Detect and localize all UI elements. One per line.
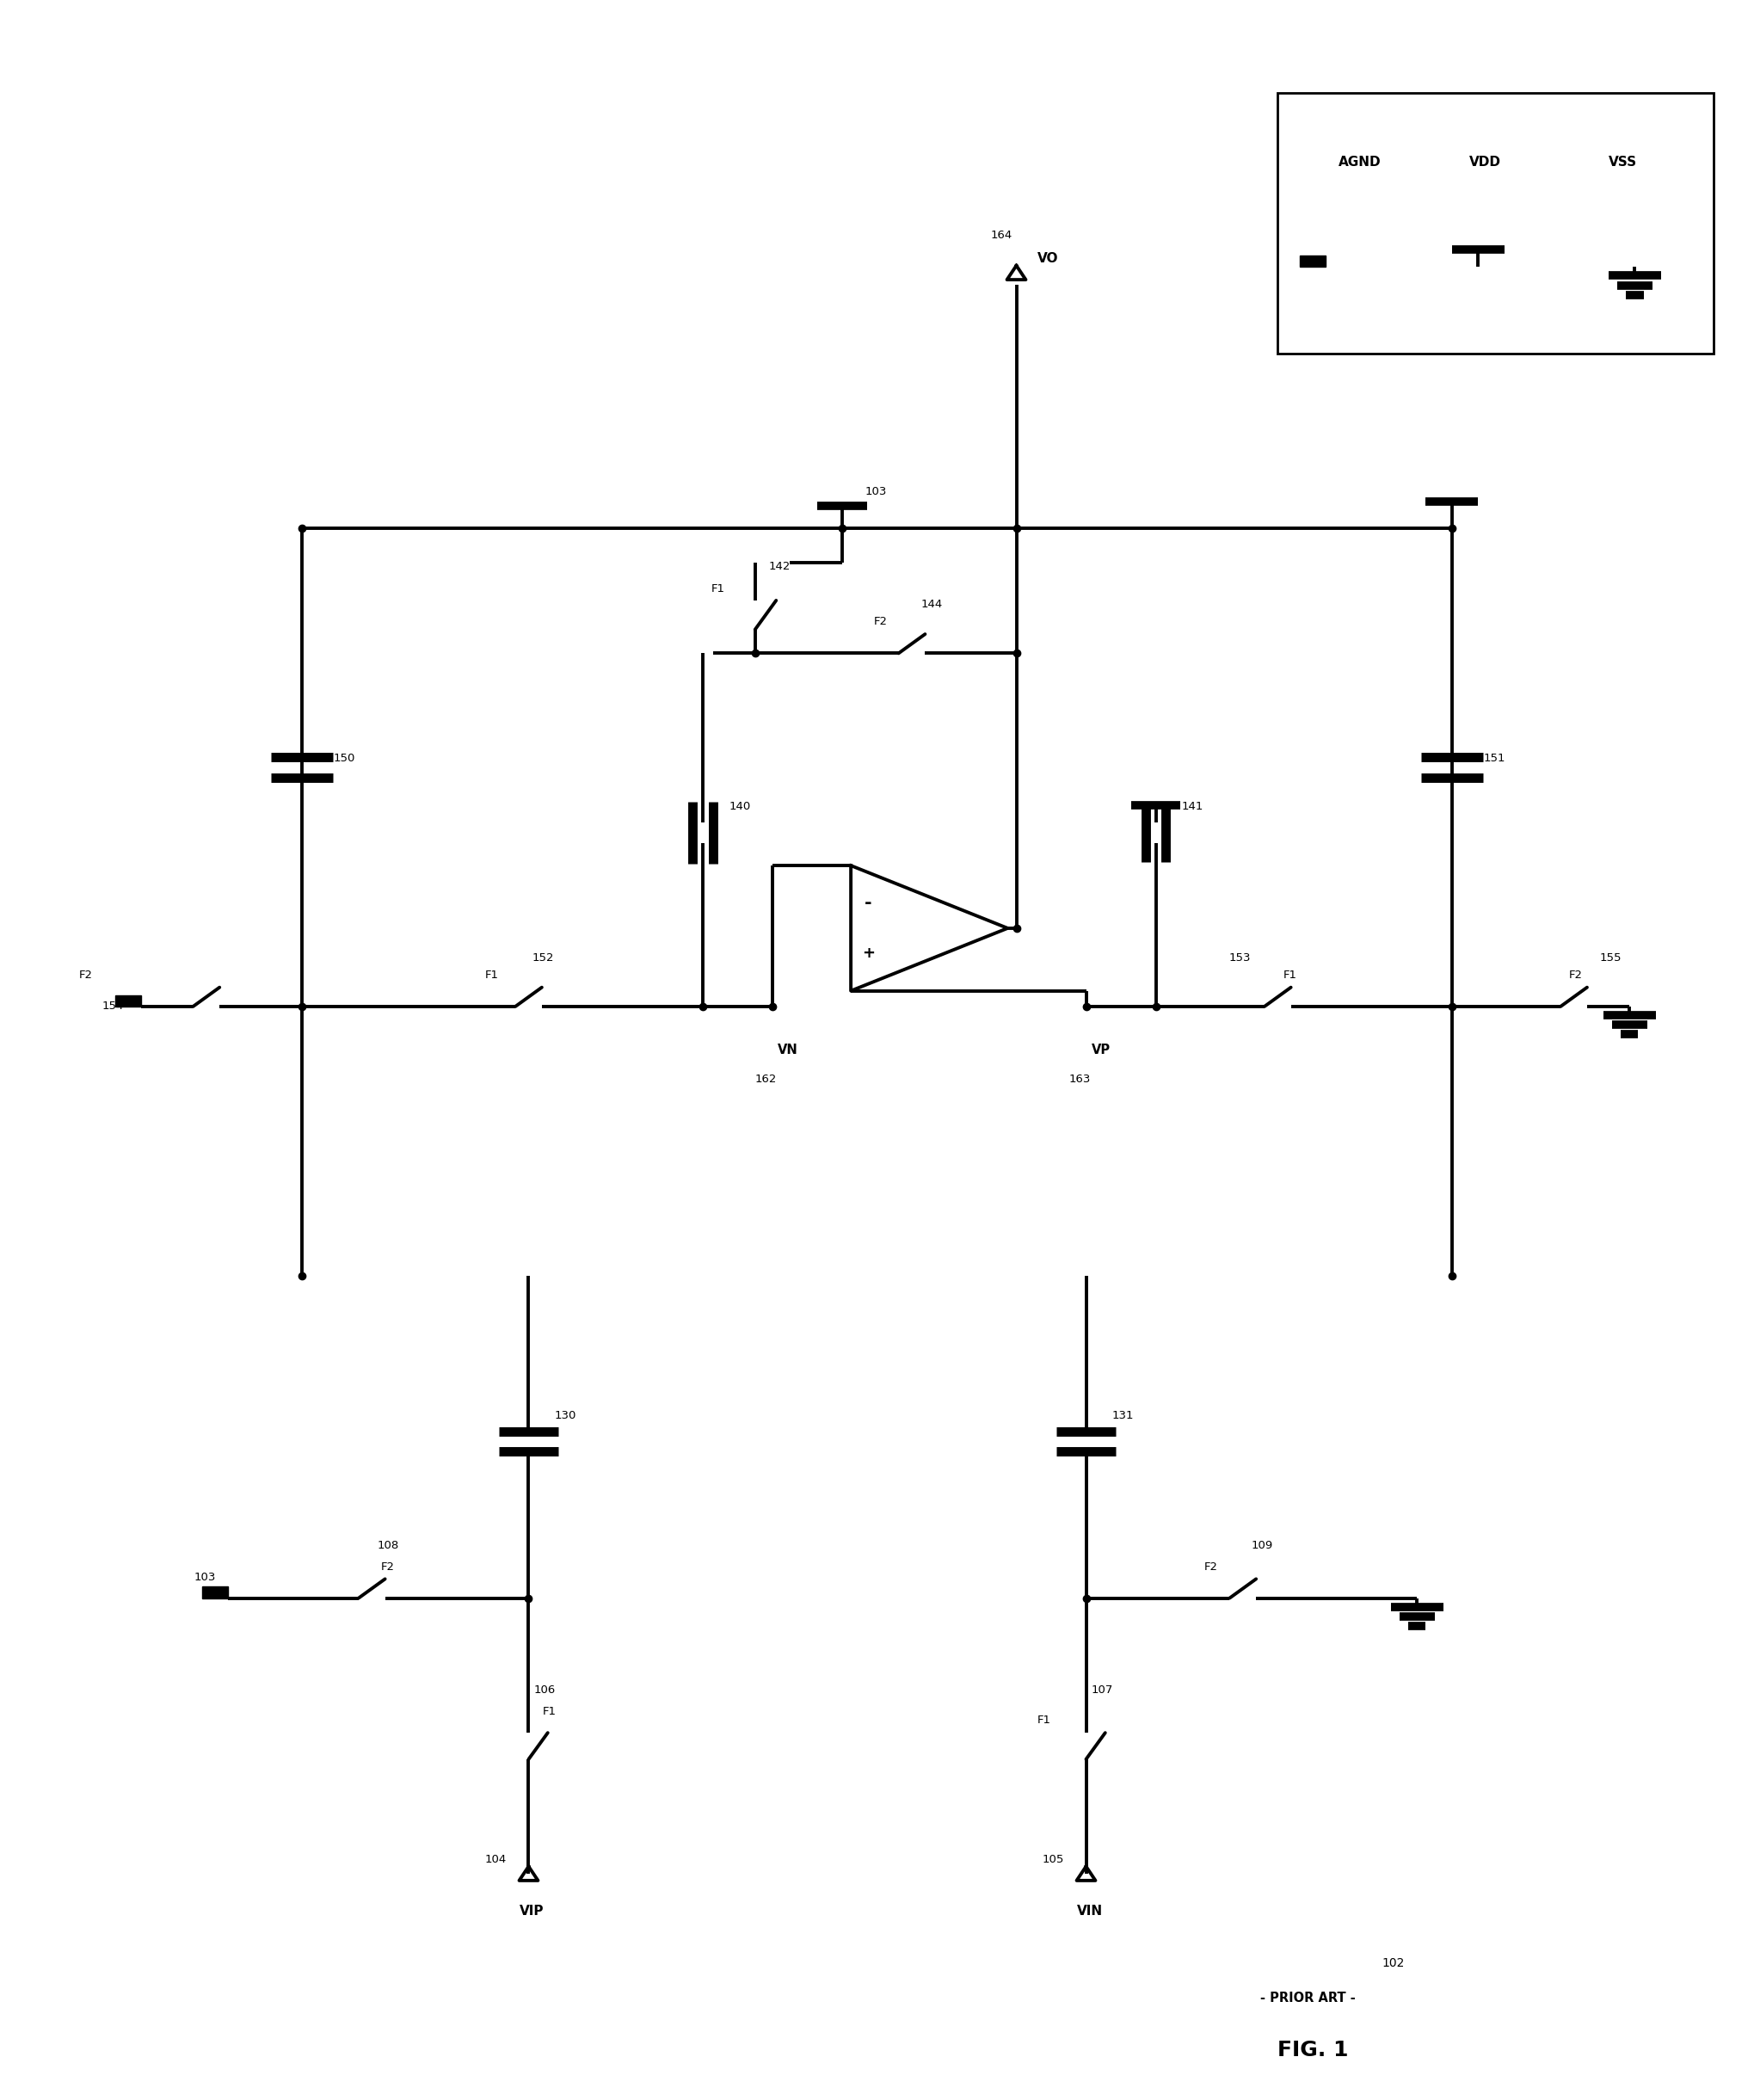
Text: 150: 150 — [333, 754, 356, 764]
Text: VN: VN — [777, 1044, 798, 1056]
Bar — [1300, 256, 1326, 267]
Text: VSS: VSS — [1608, 155, 1636, 168]
Text: VO: VO — [1037, 252, 1058, 265]
Bar — [114, 995, 140, 1006]
Text: 104: 104 — [486, 1854, 507, 1865]
Text: AGND: AGND — [1338, 155, 1382, 168]
Text: 162: 162 — [754, 1073, 777, 1086]
Text: F1: F1 — [542, 1705, 556, 1718]
Text: 152: 152 — [531, 951, 554, 964]
Text: VP: VP — [1091, 1044, 1110, 1056]
Text: 106: 106 — [533, 1684, 556, 1697]
Text: F2: F2 — [1205, 1560, 1219, 1573]
Text: -: - — [865, 895, 872, 911]
Text: 103: 103 — [195, 1571, 216, 1583]
Text: F1: F1 — [1282, 970, 1296, 981]
Text: 130: 130 — [554, 1409, 577, 1422]
Text: F2: F2 — [873, 617, 888, 628]
Text: 109: 109 — [1252, 1539, 1273, 1552]
Text: 105: 105 — [1042, 1854, 1065, 1865]
Text: F1: F1 — [712, 584, 724, 594]
Text: 163: 163 — [1068, 1073, 1091, 1086]
Bar — [1277, 92, 1714, 355]
Text: 107: 107 — [1091, 1684, 1114, 1697]
Text: 151: 151 — [1484, 754, 1505, 764]
Text: +: + — [861, 945, 875, 962]
Text: 144: 144 — [921, 598, 942, 611]
Text: F2: F2 — [1568, 970, 1582, 981]
Text: - PRIOR ART -: - PRIOR ART - — [1261, 1993, 1356, 2006]
Text: 154: 154 — [102, 1002, 123, 1012]
Text: FIG. 1: FIG. 1 — [1277, 2041, 1349, 2060]
Text: 164: 164 — [991, 231, 1012, 241]
Text: 140: 140 — [730, 800, 751, 813]
Text: VIN: VIN — [1077, 1905, 1103, 1917]
Text: F2: F2 — [79, 970, 93, 981]
Text: VIP: VIP — [519, 1905, 544, 1917]
Text: 131: 131 — [1112, 1409, 1135, 1422]
Text: 142: 142 — [768, 561, 791, 571]
Text: 102: 102 — [1382, 1957, 1405, 1970]
Text: F2: F2 — [381, 1560, 395, 1573]
Text: F1: F1 — [1037, 1714, 1051, 1726]
Text: 141: 141 — [1182, 800, 1203, 813]
Text: 153: 153 — [1230, 951, 1251, 964]
Text: 155: 155 — [1600, 951, 1622, 964]
Text: 108: 108 — [377, 1539, 398, 1552]
Bar — [202, 1588, 228, 1598]
Text: F1: F1 — [486, 970, 498, 981]
Text: VDD: VDD — [1470, 155, 1501, 168]
Text: 103: 103 — [865, 485, 886, 498]
